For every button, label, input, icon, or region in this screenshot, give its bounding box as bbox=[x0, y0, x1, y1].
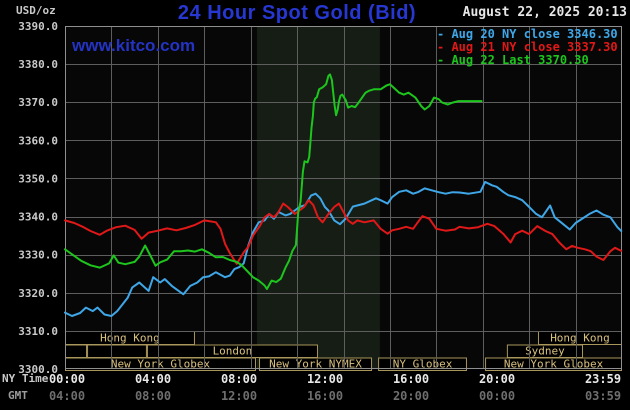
x-tick-ny-time: 20:00 bbox=[479, 372, 515, 386]
x-tick-gmt: 03:59 bbox=[585, 389, 621, 403]
series-line-aug20 bbox=[64, 180, 623, 317]
ny-time-axis-label: NY Time bbox=[2, 372, 49, 385]
session-label: New York Globex bbox=[111, 358, 211, 371]
chart-timestamp: August 22, 2025 20:13 bbox=[462, 5, 627, 20]
y-tick-label: 3300.0 bbox=[18, 363, 58, 376]
gmt-axis-label: GMT bbox=[8, 389, 28, 402]
page-title: 24 Hour Spot Gold (Bid) bbox=[177, 2, 417, 24]
plot-border bbox=[65, 26, 622, 369]
session-label: Sydney bbox=[525, 345, 565, 358]
session-label: Hong Kong bbox=[100, 332, 160, 345]
session-label: New York Globex bbox=[504, 358, 604, 371]
series-line-aug21 bbox=[64, 199, 623, 265]
session-label: Hong Kong bbox=[550, 332, 610, 345]
x-tick-ny-time: 23:59 bbox=[585, 372, 621, 386]
y-tick-label: 3350.0 bbox=[18, 172, 58, 185]
x-tick-ny-time: 12:00 bbox=[307, 372, 343, 386]
session-label: London bbox=[213, 345, 253, 358]
x-tick-gmt: 12:00 bbox=[221, 389, 257, 403]
session-box bbox=[87, 344, 147, 358]
session-label: NY Globex bbox=[393, 358, 453, 371]
x-tick-gmt: 04:00 bbox=[49, 389, 85, 403]
x-tick-ny-time: 16:00 bbox=[393, 372, 429, 386]
legend-item-aug21: - Aug 21 NY close 3337.30 bbox=[437, 40, 618, 54]
x-tick-gmt: 16:00 bbox=[307, 389, 343, 403]
x-tick-gmt: 08:00 bbox=[135, 389, 171, 403]
y-tick-label: 3380.0 bbox=[18, 58, 58, 71]
y-tick-label: 3390.0 bbox=[18, 20, 58, 33]
y-tick-label: 3320.0 bbox=[18, 287, 58, 300]
x-tick-ny-time: 04:00 bbox=[135, 372, 171, 386]
session-box-new-york-nymex bbox=[259, 357, 373, 371]
x-tick-ny-time: 00:00 bbox=[49, 372, 85, 386]
kitco-watermark: www.kitco.com bbox=[72, 36, 196, 55]
y-tick-label: 3310.0 bbox=[18, 325, 58, 338]
session-box-ny-globex bbox=[378, 357, 467, 371]
x-tick-gmt: 20:00 bbox=[393, 389, 429, 403]
y-tick-label: 3340.0 bbox=[18, 211, 58, 224]
y-axis-units-label: USD/oz bbox=[16, 4, 56, 17]
session-label: New York NYMEX bbox=[269, 358, 362, 371]
y-tick-label: 3370.0 bbox=[18, 96, 58, 109]
legend-item-aug20: - Aug 20 NY close 3346.30 bbox=[437, 27, 618, 41]
session-box bbox=[65, 344, 88, 358]
legend-item-aug22: - Aug 22 Last 3370.30 bbox=[437, 53, 589, 67]
y-tick-label: 3360.0 bbox=[18, 134, 58, 147]
x-tick-gmt: 00:00 bbox=[479, 389, 515, 403]
series-line-aug22 bbox=[64, 73, 483, 290]
y-tick-label: 3330.0 bbox=[18, 249, 58, 262]
x-tick-ny-time: 08:00 bbox=[221, 372, 257, 386]
